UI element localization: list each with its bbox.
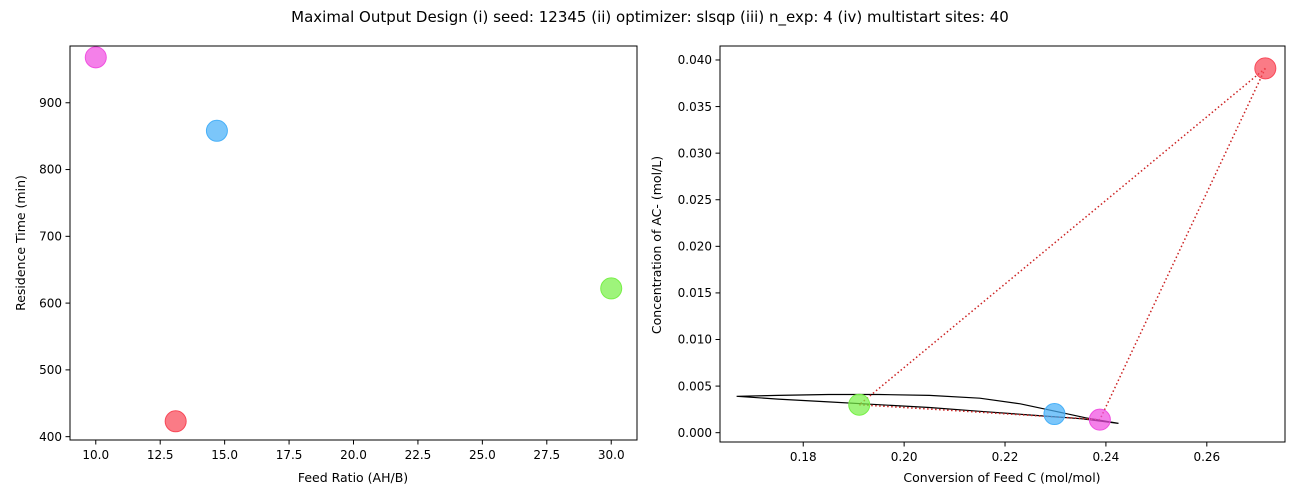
x-tick-label: 0.20 [891, 450, 918, 464]
scatter-point-1 [205, 119, 228, 142]
x-tick-label: 20.0 [340, 448, 367, 462]
x-tick-label: 25.0 [469, 448, 496, 462]
y-tick-label: 500 [39, 363, 62, 377]
x-tick-label: 27.5 [533, 448, 560, 462]
y-tick-label: 0.030 [678, 146, 712, 160]
scatter-point-3 [1088, 408, 1111, 431]
y-tick-label: 400 [39, 430, 62, 444]
chart-1-point-layer [848, 57, 1277, 431]
y-tick-label: 0.010 [678, 333, 712, 347]
x-tick-label: 10.0 [82, 448, 109, 462]
x-tick-label: 15.0 [211, 448, 238, 462]
figure-title: Maximal Output Design (i) seed: 12345 (i… [291, 8, 1009, 27]
scatter-point-2 [1043, 403, 1066, 426]
chart-conversion-vs-concentration: 0.18 0.20 0.22 0.24 0.26 0.000 0.005 0.010 0.01… [649, 45, 1286, 485]
chart-0-x-axis-label: Feed Ratio (AH/B) [298, 470, 408, 485]
y-tick-label: 600 [39, 296, 62, 310]
chart-1-line-layer [736, 67, 1267, 424]
chart-0-y-axis-label: Residence Time (min) [13, 175, 28, 311]
x-tick-label: 0.24 [1093, 450, 1120, 464]
x-tick-label: 12.5 [147, 448, 174, 462]
chart-1-x-axis-label: Conversion of Feed C (mol/mol) [903, 470, 1100, 485]
x-tick-label: 0.18 [790, 450, 817, 464]
y-tick-label: 900 [39, 96, 62, 110]
chart-1-x-axis: 0.18 0.20 0.22 0.24 0.26 [790, 442, 1220, 464]
y-tick-label: 0.025 [678, 193, 712, 207]
x-tick-label: 17.5 [276, 448, 303, 462]
y-tick-label: 700 [39, 230, 62, 244]
y-tick-label: 0.005 [678, 379, 712, 393]
y-tick-label: 0.015 [678, 286, 712, 300]
y-tick-label: 0.035 [678, 100, 712, 114]
x-tick-label: 22.5 [405, 448, 432, 462]
chart-0-point-layer [84, 46, 623, 433]
chart-0-x-axis: 10.0 12.5 15.0 17.5 20.0 22.5 25.0 27.5 30.0 [82, 440, 625, 462]
y-tick-label: 0.000 [678, 426, 712, 440]
scatter-point-3 [164, 410, 187, 433]
chart-0-y-axis: 400 500 600 700 800 900 [39, 96, 70, 444]
chart-0-frame [69, 45, 638, 441]
scatter-point-0 [84, 46, 107, 69]
scatter-point-2 [600, 277, 623, 300]
chart-feed-ratio-vs-residence-time: 10.0 12.5 15.0 17.5 20.0 22.5 25.0 27.5 30.0 400… [13, 45, 638, 485]
chart-1-frame [719, 45, 1286, 443]
scatter-point-1 [848, 393, 871, 416]
x-tick-label: 0.22 [992, 450, 1019, 464]
scatter-point-0 [1254, 57, 1277, 80]
chart-1-y-axis-label: Concentration of AC- (mol/L) [649, 156, 664, 334]
connection-line-1 [1099, 68, 1267, 420]
y-tick-label: 0.020 [678, 240, 712, 254]
connection-line-0 [858, 67, 1266, 406]
x-tick-label: 0.26 [1193, 450, 1220, 464]
chart-1-y-axis: 0.000 0.005 0.010 0.015 0.020 0.025 0.030 0.035… [678, 53, 720, 440]
x-tick-label: 30.0 [598, 448, 625, 462]
y-tick-label: 800 [39, 163, 62, 177]
y-tick-label: 0.040 [678, 53, 712, 67]
